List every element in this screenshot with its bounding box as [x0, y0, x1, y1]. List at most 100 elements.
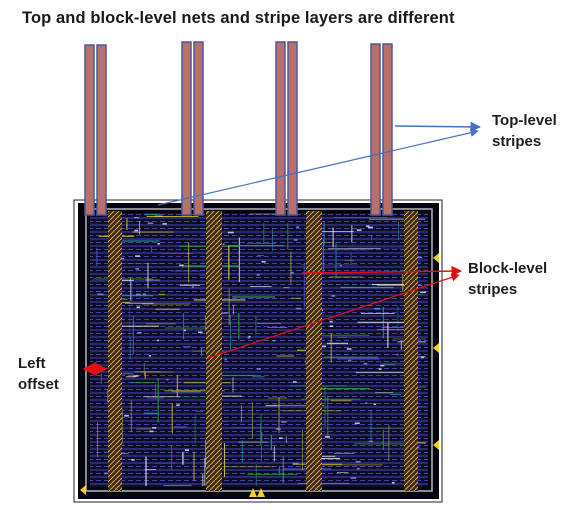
top-stripe — [370, 43, 381, 216]
cell-pin — [331, 295, 336, 297]
cell-pin — [224, 358, 227, 361]
cell-pin — [179, 264, 184, 267]
cell-pin — [368, 440, 373, 443]
cell-pin — [162, 223, 167, 225]
cell-pin — [295, 307, 302, 310]
cell-pin — [157, 339, 160, 342]
cell-pin — [136, 293, 141, 296]
pin-marker — [433, 343, 439, 353]
cell-pin — [221, 312, 228, 314]
cell-pin — [184, 329, 186, 332]
top-stripe — [382, 43, 393, 216]
block-stripe — [404, 211, 418, 491]
top-stripe — [287, 41, 298, 216]
top-stripe — [84, 44, 95, 216]
top-stripe — [96, 44, 107, 216]
cell-pin — [356, 229, 362, 231]
cell-pin — [296, 226, 300, 228]
cell-pin — [396, 353, 399, 356]
cell-pin — [135, 255, 140, 257]
cell-pin — [148, 355, 152, 357]
cell-pin — [137, 332, 142, 334]
pin-marker — [80, 485, 86, 495]
cell-pin — [157, 243, 160, 245]
cell-pin — [103, 472, 110, 475]
cell-pin — [256, 368, 261, 370]
cell-pin — [166, 378, 169, 381]
cell-pin — [329, 320, 333, 323]
cell-pin — [121, 258, 125, 260]
cell-pin — [134, 216, 140, 219]
cell-pin — [367, 226, 373, 229]
pin-marker — [249, 488, 257, 497]
cell-pin — [152, 427, 157, 429]
cell-pin — [131, 459, 135, 461]
cell-pin — [222, 243, 225, 246]
top-level-stripes — [84, 41, 393, 216]
block-stripe — [306, 211, 322, 491]
block-level-label-2: stripes — [468, 281, 518, 298]
cell-pin — [198, 331, 203, 334]
routing-wires — [93, 213, 427, 487]
cell-pin — [281, 421, 287, 423]
top-stripe — [275, 41, 286, 216]
pin-marker — [257, 488, 265, 497]
cell-pin — [147, 222, 154, 224]
cell-pin — [292, 462, 299, 465]
cell-pin — [133, 375, 139, 377]
cell-pin — [354, 422, 360, 425]
left-offset-label: Left — [18, 355, 46, 372]
cell-pin — [293, 239, 298, 241]
cell-pin — [378, 368, 382, 370]
pin-marker — [433, 440, 439, 450]
cell-pin — [134, 229, 139, 232]
cell-pin — [365, 402, 368, 404]
cell-pin — [293, 381, 297, 383]
top-level-label: Top-level — [492, 112, 557, 129]
block-layout — [73, 199, 443, 503]
cell-pin — [184, 449, 189, 451]
cell-pin — [261, 261, 266, 263]
block-stripe — [108, 211, 122, 491]
cell-pin — [247, 337, 250, 339]
core-rows — [90, 213, 428, 487]
top-stripe — [193, 41, 204, 216]
cell-pin — [346, 348, 352, 350]
cell-pin — [227, 231, 234, 234]
pin-marker — [433, 253, 439, 263]
cell-pin — [329, 325, 334, 327]
block-level-arrow — [301, 265, 463, 277]
top-level-arrow — [394, 121, 482, 133]
cell-pin — [187, 252, 190, 255]
page-title: Top and block-level nets and stripe laye… — [22, 9, 455, 27]
cell-pin — [322, 345, 326, 348]
cell-pin — [366, 225, 370, 228]
top-level-arrow — [157, 128, 479, 206]
cell-pin — [124, 415, 129, 417]
cell-pin — [290, 271, 294, 274]
cell-pin — [176, 404, 180, 406]
block-stripe — [206, 211, 222, 491]
cell-pin — [392, 482, 395, 484]
cell-pin — [348, 359, 352, 362]
cell-pin — [421, 356, 424, 359]
cell-pin — [135, 268, 139, 270]
cell-pin — [380, 364, 385, 367]
cell-pin — [97, 293, 104, 296]
core-ring — [85, 208, 433, 492]
cell-pin — [420, 291, 427, 294]
cell-pin — [142, 293, 146, 296]
left-offset-label-2: offset — [18, 376, 59, 393]
cell-pin — [191, 286, 194, 288]
cell-pin — [350, 477, 357, 479]
cell-pin — [374, 307, 380, 310]
block-level-label: Block-level — [468, 260, 548, 277]
cell-pin — [356, 467, 360, 470]
cell-pin — [278, 437, 283, 439]
cell-pin — [324, 436, 330, 438]
cell-pin — [149, 430, 154, 433]
cell-pin — [373, 403, 376, 405]
cell-pin — [275, 428, 281, 430]
cell-pin — [272, 339, 276, 342]
